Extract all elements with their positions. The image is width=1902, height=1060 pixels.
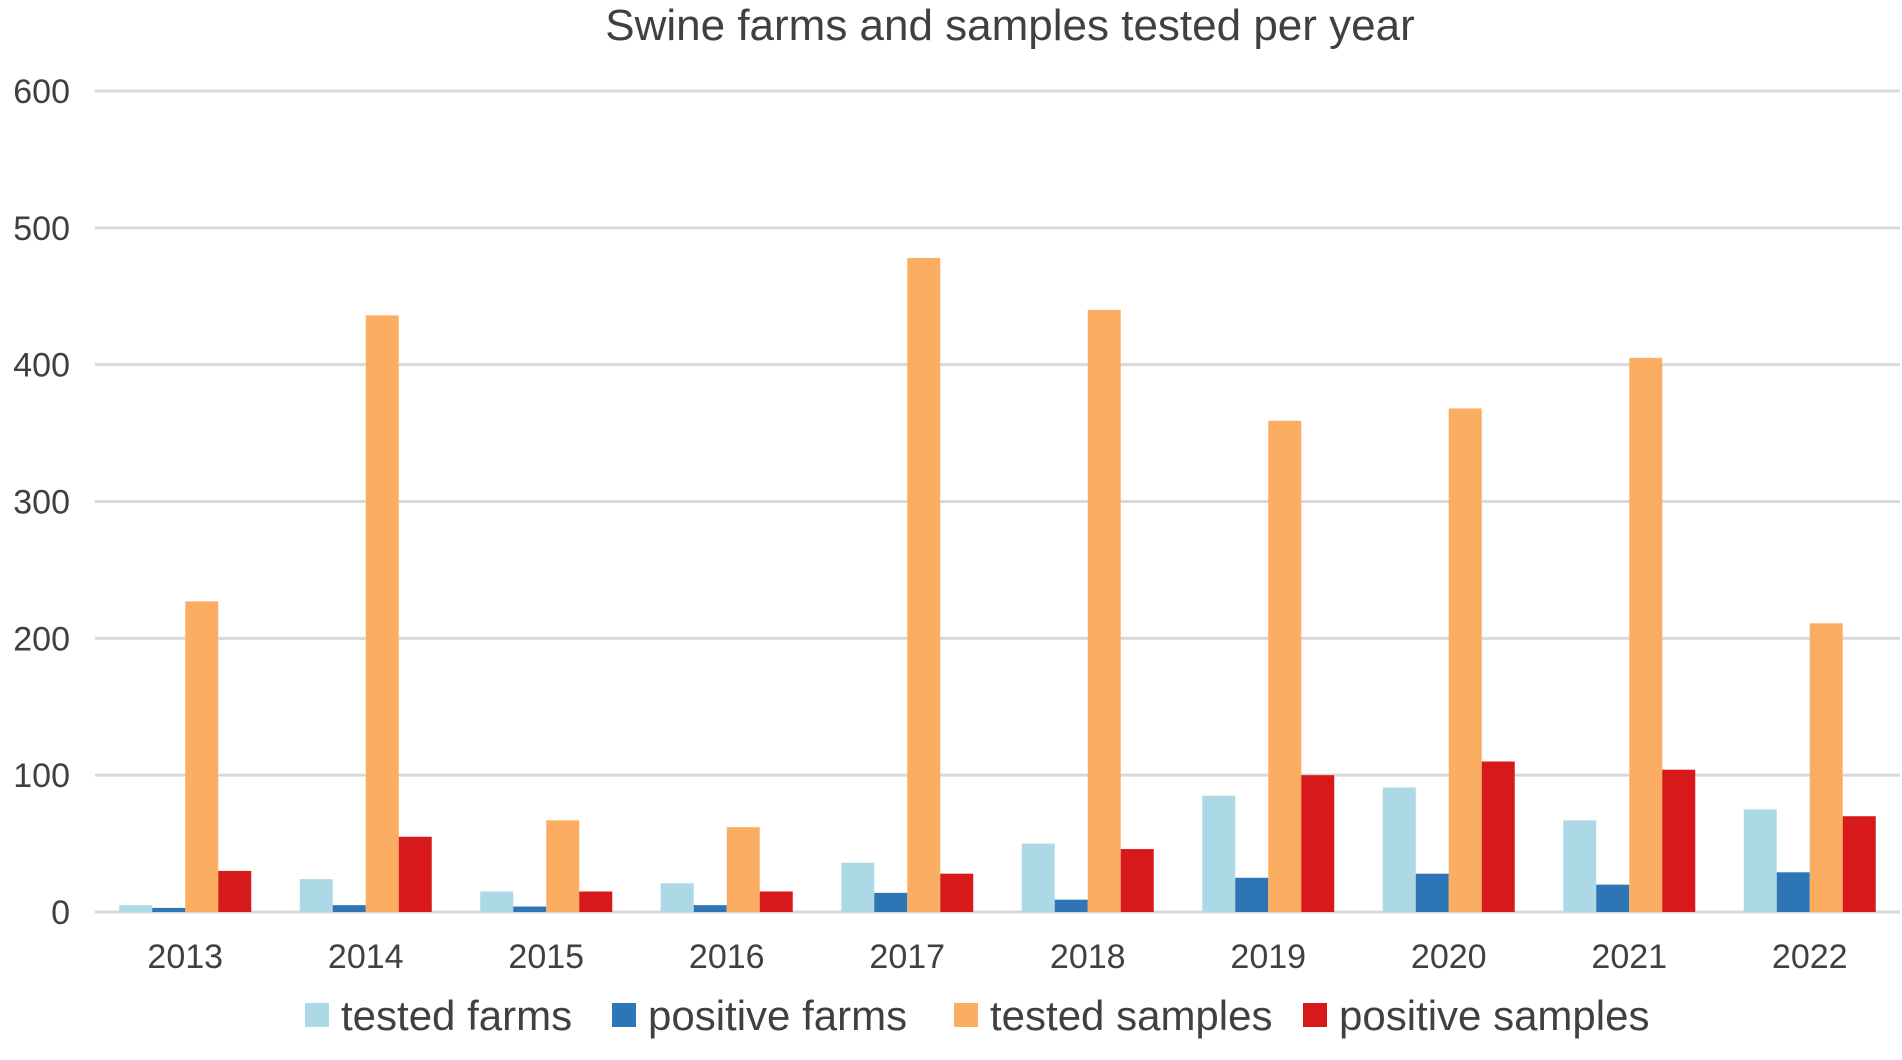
bar-positive-samples-2013 bbox=[218, 870, 252, 912]
legend-label-positive-farms: positive farms bbox=[648, 992, 907, 1039]
x-tick-label: 2015 bbox=[508, 938, 584, 976]
bar-tested-farms-2015 bbox=[480, 891, 514, 912]
bar-positive-samples-2020 bbox=[1481, 761, 1515, 912]
legend-swatch-positive-samples bbox=[1303, 1003, 1327, 1027]
bar-tested-farms-2013 bbox=[119, 905, 153, 912]
bar-tested-farms-2019 bbox=[1202, 795, 1236, 912]
bar-positive-farms-2016 bbox=[693, 905, 727, 912]
y-tick-label: 400 bbox=[13, 347, 70, 385]
legend-label-tested-samples: tested samples bbox=[990, 992, 1272, 1039]
y-tick-label: 600 bbox=[13, 73, 70, 111]
legend-swatch-tested-samples bbox=[954, 1003, 978, 1027]
x-tick-label: 2018 bbox=[1050, 938, 1126, 976]
bar-positive-farms-2013 bbox=[152, 907, 186, 912]
legend: tested farms positive farms tested samples… bbox=[305, 992, 1649, 1039]
bar-tested-farms-2020 bbox=[1382, 787, 1416, 912]
bar-tested-samples-2020 bbox=[1448, 408, 1482, 912]
bar-positive-samples-2016 bbox=[759, 891, 793, 912]
bar-tested-samples-2018 bbox=[1087, 309, 1121, 912]
bar-positive-samples-2015 bbox=[579, 891, 613, 912]
y-tick-label: 100 bbox=[13, 757, 70, 795]
chart-title: Swine farms and samples tested per year bbox=[605, 1, 1415, 50]
bar-tested-farms-2016 bbox=[660, 883, 694, 912]
bar-tested-farms-2021 bbox=[1563, 820, 1597, 912]
y-tick-label: 500 bbox=[13, 210, 70, 248]
bar-tested-farms-2017 bbox=[841, 862, 875, 912]
bar-tested-samples-2015 bbox=[546, 820, 580, 912]
bar-positive-farms-2020 bbox=[1415, 873, 1449, 912]
y-tick-label: 200 bbox=[13, 620, 70, 658]
bar-tested-samples-2017 bbox=[907, 257, 941, 913]
legend-swatch-tested-farms bbox=[305, 1003, 329, 1027]
x-tick-label: 2020 bbox=[1411, 938, 1487, 976]
bar-tested-farms-2018 bbox=[1021, 843, 1055, 912]
y-tick-label: 300 bbox=[13, 484, 70, 522]
y-axis: 0 100 200 300 400 500 600 bbox=[13, 73, 70, 932]
bar-positive-farms-2017 bbox=[874, 892, 908, 912]
bar-positive-farms-2021 bbox=[1596, 884, 1630, 912]
bar-positive-farms-2014 bbox=[332, 905, 366, 912]
y-tick-label: 0 bbox=[51, 894, 70, 932]
bar-positive-samples-2018 bbox=[1120, 849, 1154, 912]
bar-positive-samples-2019 bbox=[1301, 775, 1335, 912]
bar-positive-samples-2022 bbox=[1842, 816, 1876, 912]
x-tick-label: 2021 bbox=[1591, 938, 1667, 976]
bar-positive-farms-2015 bbox=[513, 906, 547, 912]
bar-positive-samples-2017 bbox=[940, 873, 974, 912]
legend-label-tested-farms: tested farms bbox=[341, 992, 572, 1039]
legend-label-positive-samples: positive samples bbox=[1339, 992, 1649, 1039]
x-tick-label: 2022 bbox=[1772, 938, 1848, 976]
bar-positive-farms-2019 bbox=[1235, 877, 1269, 912]
x-tick-label: 2016 bbox=[689, 938, 765, 976]
bar-tested-samples-2021 bbox=[1629, 357, 1663, 912]
bars bbox=[119, 257, 1876, 913]
bar-tested-samples-2016 bbox=[726, 827, 760, 912]
x-tick-label: 2017 bbox=[869, 938, 945, 976]
bar-positive-samples-2014 bbox=[398, 836, 432, 912]
bar-tested-farms-2014 bbox=[299, 879, 333, 912]
bar-positive-farms-2018 bbox=[1054, 899, 1088, 912]
bar-tested-samples-2019 bbox=[1268, 420, 1302, 912]
bar-tested-samples-2014 bbox=[365, 315, 399, 912]
bar-tested-farms-2022 bbox=[1743, 809, 1777, 912]
legend-swatch-positive-farms bbox=[612, 1003, 636, 1027]
x-tick-label: 2014 bbox=[328, 938, 404, 976]
x-axis: 2013 2014 2015 2016 2017 2018 2019 2020 2021 2022 bbox=[147, 938, 1847, 976]
bar-positive-samples-2021 bbox=[1662, 769, 1696, 912]
bar-tested-samples-2022 bbox=[1809, 623, 1843, 912]
x-tick-label: 2019 bbox=[1230, 938, 1306, 976]
x-tick-label: 2013 bbox=[147, 938, 223, 976]
bar-tested-samples-2013 bbox=[185, 601, 219, 912]
bar-positive-farms-2022 bbox=[1776, 872, 1810, 912]
